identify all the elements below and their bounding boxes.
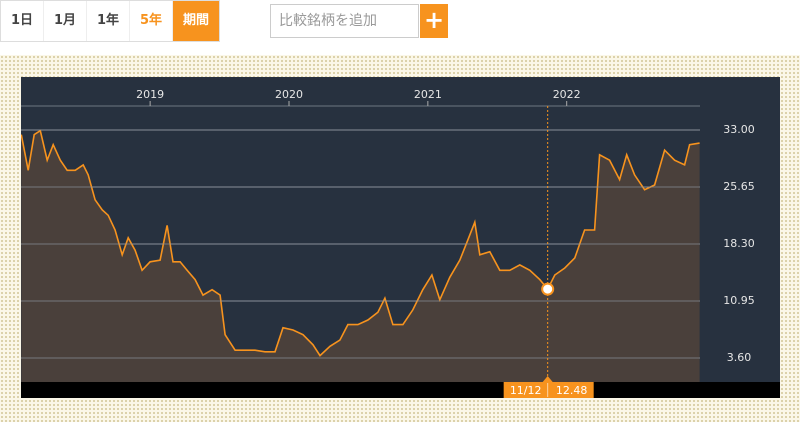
range-button[interactable]: 1月 (44, 1, 87, 41)
range-button[interactable]: 1日 (1, 1, 44, 41)
y-tick-label: 25.65 (723, 180, 755, 193)
y-tick-label: 3.60 (727, 351, 752, 364)
y-tick-label: 33.00 (723, 123, 755, 136)
tooltip-date: 11/12 (510, 384, 542, 397)
y-tick-label: 10.95 (723, 294, 755, 307)
chart: 33.00 25.65 18.30 10.95 3.60 2019 2020 2021 2022… (21, 77, 780, 398)
range-button[interactable]: 5年 (130, 1, 173, 41)
time-band (21, 382, 780, 398)
range-selector: 1日 1月 1年 5年 期間 (0, 0, 220, 42)
area (21, 130, 700, 382)
add-button[interactable]: + (420, 4, 448, 38)
tooltip-box (503, 382, 594, 398)
tooltip-arrow (542, 376, 553, 382)
compare-search[interactable]: 比較銘柄を追加 (270, 4, 419, 38)
x-tick-label: 2019 (136, 88, 164, 101)
marker-point (541, 282, 555, 296)
x-tick-label: 2022 (553, 88, 581, 101)
x-tick-label: 2020 (275, 88, 303, 101)
range-button[interactable]: 期間 (173, 1, 219, 41)
y-tick-label: 18.30 (723, 237, 755, 250)
range-button[interactable]: 1年 (87, 1, 130, 41)
tooltip-value: 12.48 (556, 384, 588, 397)
x-tick-label: 2021 (414, 88, 442, 101)
